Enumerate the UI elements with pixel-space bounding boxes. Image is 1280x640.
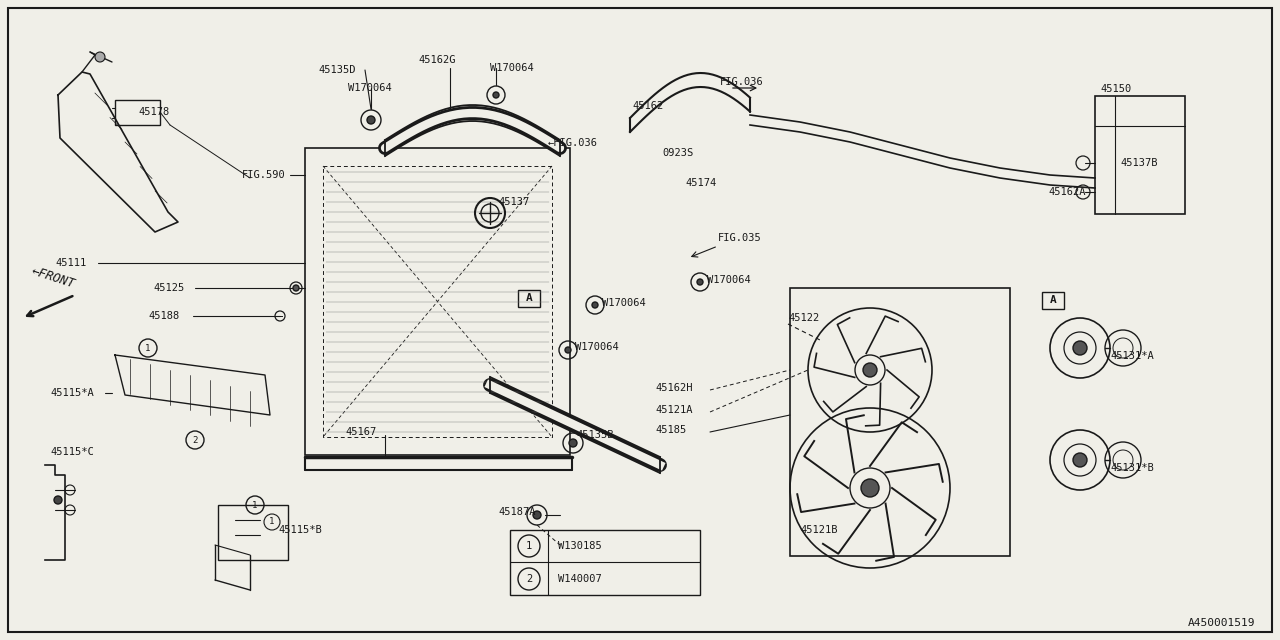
Text: 1: 1 — [252, 500, 257, 509]
Text: 45137B: 45137B — [1120, 158, 1157, 168]
Text: 1: 1 — [269, 518, 275, 527]
Circle shape — [698, 279, 703, 285]
Text: 2: 2 — [526, 574, 532, 584]
Circle shape — [367, 116, 375, 124]
Text: FIG.036: FIG.036 — [721, 77, 764, 87]
Text: 45167: 45167 — [346, 427, 376, 437]
Circle shape — [493, 92, 499, 98]
Text: FIG.590: FIG.590 — [242, 170, 285, 180]
Text: W140007: W140007 — [558, 574, 602, 584]
Circle shape — [532, 511, 541, 519]
Circle shape — [591, 302, 598, 308]
Text: 45150: 45150 — [1100, 84, 1132, 94]
Text: 45162G: 45162G — [419, 55, 456, 65]
Text: 45162A: 45162A — [1048, 187, 1085, 197]
Text: 0923S: 0923S — [662, 148, 694, 158]
Text: 45121A: 45121A — [655, 405, 692, 415]
Text: 1: 1 — [526, 541, 532, 551]
Text: 45131*B: 45131*B — [1110, 463, 1153, 473]
Text: W170064: W170064 — [348, 83, 392, 93]
Text: 2: 2 — [192, 435, 197, 445]
Text: W170064: W170064 — [707, 275, 751, 285]
Text: 45188: 45188 — [148, 311, 179, 321]
Circle shape — [863, 363, 877, 377]
Bar — [305, 148, 570, 455]
Circle shape — [1073, 341, 1087, 355]
Text: W170064: W170064 — [602, 298, 645, 308]
Circle shape — [564, 347, 571, 353]
Circle shape — [293, 285, 300, 291]
Circle shape — [1073, 453, 1087, 467]
Text: 45135B: 45135B — [576, 430, 613, 440]
Text: 45115*B: 45115*B — [278, 525, 321, 535]
Text: 45135D: 45135D — [317, 65, 356, 75]
Text: 45121B: 45121B — [800, 525, 837, 535]
Text: A450001519: A450001519 — [1188, 618, 1254, 628]
Bar — [509, 530, 700, 595]
Text: FIG.035: FIG.035 — [718, 233, 762, 243]
Text: A: A — [1050, 295, 1056, 305]
Bar — [1042, 292, 1064, 309]
Text: W170064: W170064 — [575, 342, 618, 352]
Text: ←FRONT: ←FRONT — [29, 265, 77, 291]
Text: 45187A: 45187A — [498, 507, 535, 517]
Bar — [518, 290, 540, 307]
Text: A: A — [526, 293, 532, 303]
Text: 1: 1 — [146, 344, 151, 353]
Circle shape — [54, 496, 61, 504]
Text: ←FIG.036: ←FIG.036 — [548, 138, 598, 148]
Bar — [115, 100, 160, 125]
Text: 45125: 45125 — [154, 283, 184, 293]
Circle shape — [570, 439, 577, 447]
Text: 45137: 45137 — [498, 197, 529, 207]
Text: W170064: W170064 — [490, 63, 534, 73]
Text: 45115*A: 45115*A — [50, 388, 93, 398]
Text: 45115*C: 45115*C — [50, 447, 93, 457]
Text: 45122: 45122 — [788, 313, 819, 323]
Text: 45131*A: 45131*A — [1110, 351, 1153, 361]
Text: W130185: W130185 — [558, 541, 602, 551]
Bar — [1094, 96, 1185, 214]
Circle shape — [95, 52, 105, 62]
Text: 45174: 45174 — [685, 178, 717, 188]
Text: 45162H: 45162H — [655, 383, 692, 393]
Circle shape — [861, 479, 879, 497]
Bar — [218, 505, 288, 560]
Bar — [790, 288, 1010, 556]
Text: 45178: 45178 — [138, 107, 169, 117]
Text: 45185: 45185 — [655, 425, 686, 435]
Text: 45111: 45111 — [55, 258, 86, 268]
Text: 45162: 45162 — [632, 101, 663, 111]
